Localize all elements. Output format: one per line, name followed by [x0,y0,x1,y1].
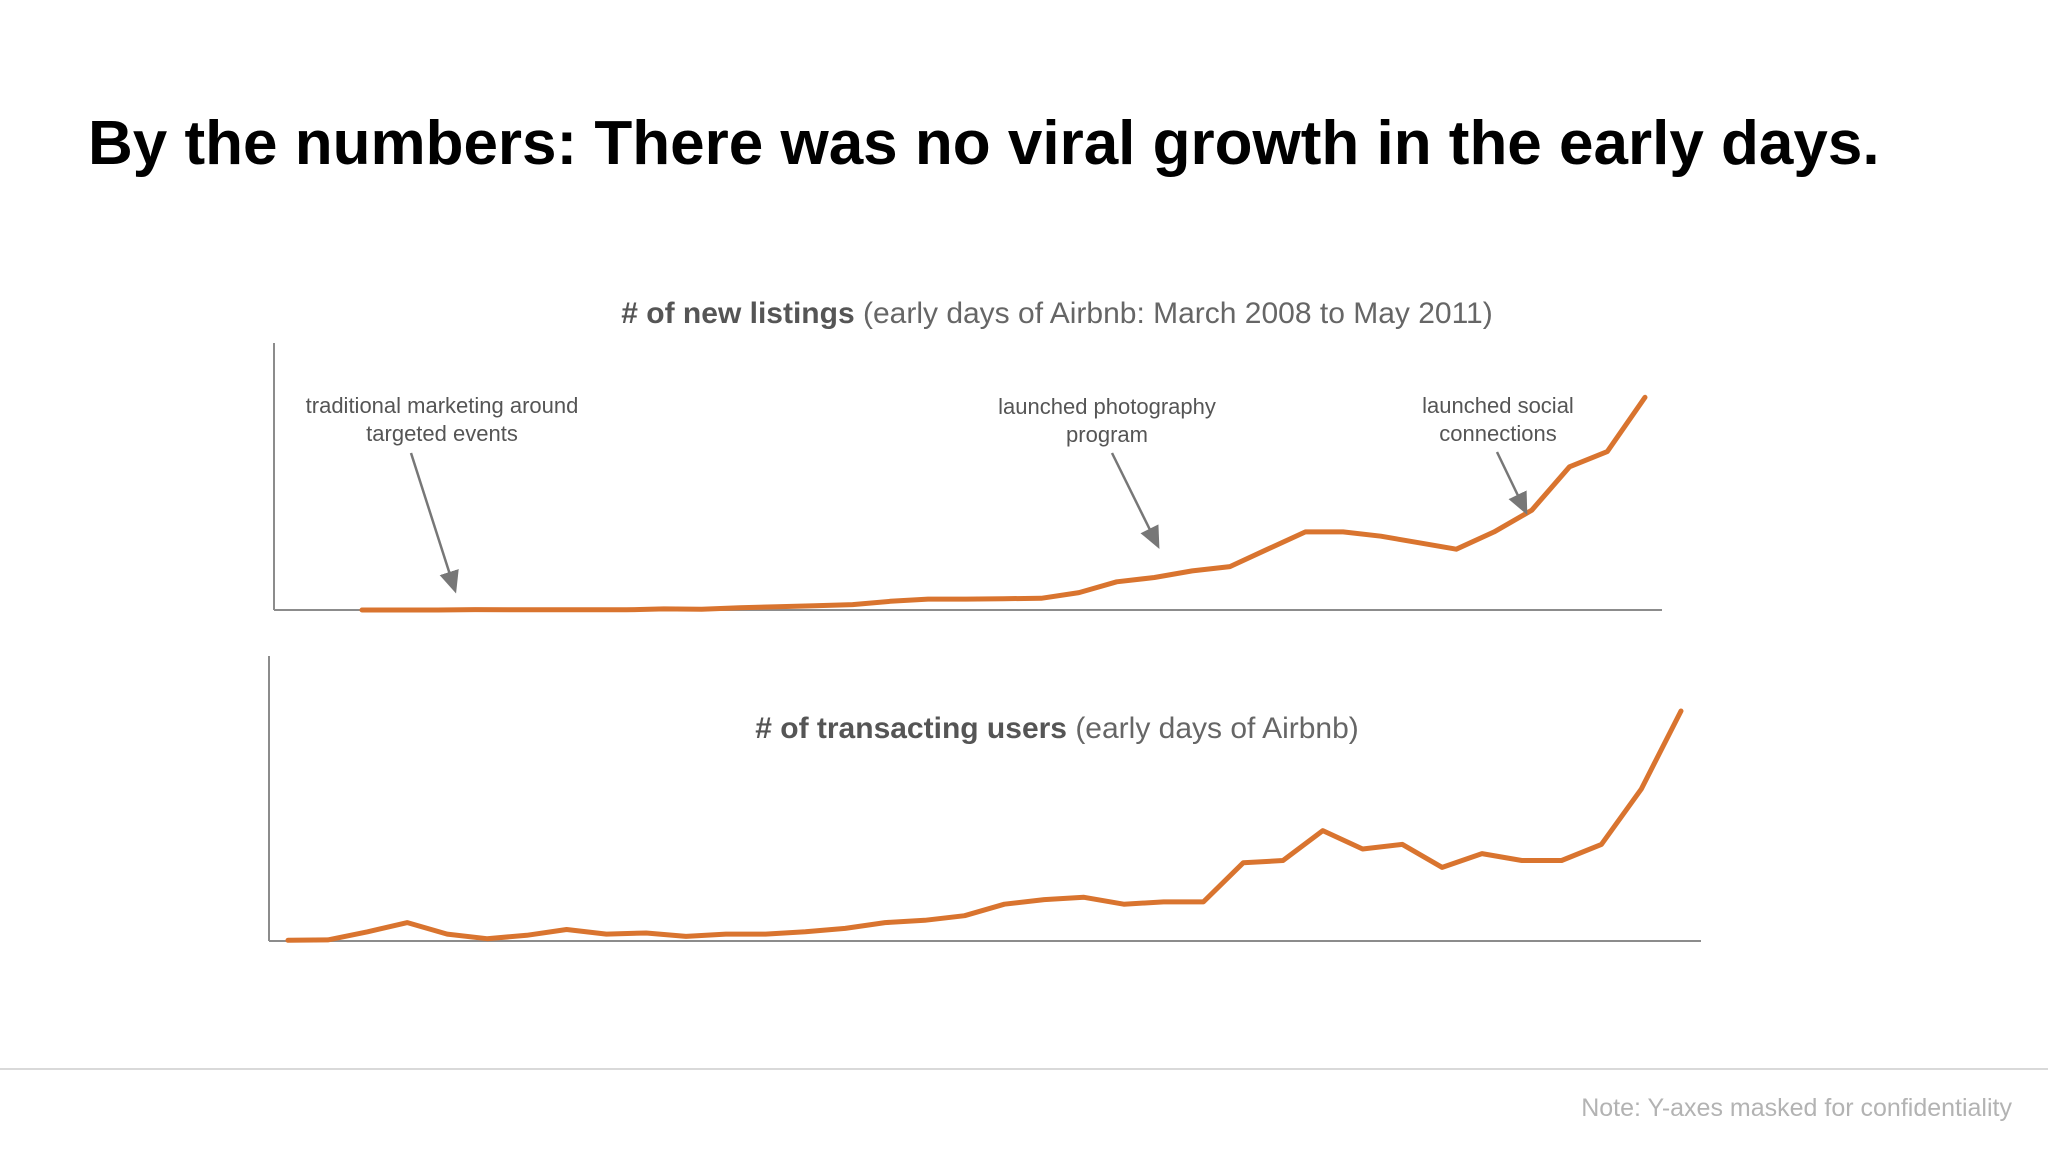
series-line [359,394,1648,613]
annotation-traditional-marketing: traditional marketing around targeted ev… [282,392,602,448]
series-line [285,708,1684,943]
users-chart-title: # of transacting users (early days of Ai… [755,712,1359,746]
users-chart-title-bold: # of transacting users [755,712,1067,745]
listings-chart-title-bold: # of new listings [621,297,855,330]
listings-chart-title: # of new listings (early days of Airbnb:… [621,297,1492,331]
users-chart [268,656,1701,943]
listings-chart [273,343,1662,613]
listings-chart-title-rest: (early days of Airbnb: March 2008 to May… [854,297,1493,330]
annotation-traditional-marketing-text: traditional marketing around targeted ev… [305,393,579,446]
annotation-social-connections-text: launched social connections [1422,393,1574,446]
annotation-social-connections: launched social connections [1388,392,1608,448]
slide-title: By the numbers: There was no viral growt… [88,109,1880,178]
annotation-arrow [409,452,459,594]
footnote: Note: Y-axes masked for confidentiality [1581,1094,2012,1122]
annotation-photography-program: launched photography program [977,393,1237,449]
footer-divider [0,1068,2048,1070]
annotation-arrow [1110,452,1160,549]
users-chart-title-rest: (early days of Airbnb) [1066,712,1359,745]
annotation-arrow [1495,451,1528,516]
annotation-photography-program-text: launched photography program [998,394,1216,447]
